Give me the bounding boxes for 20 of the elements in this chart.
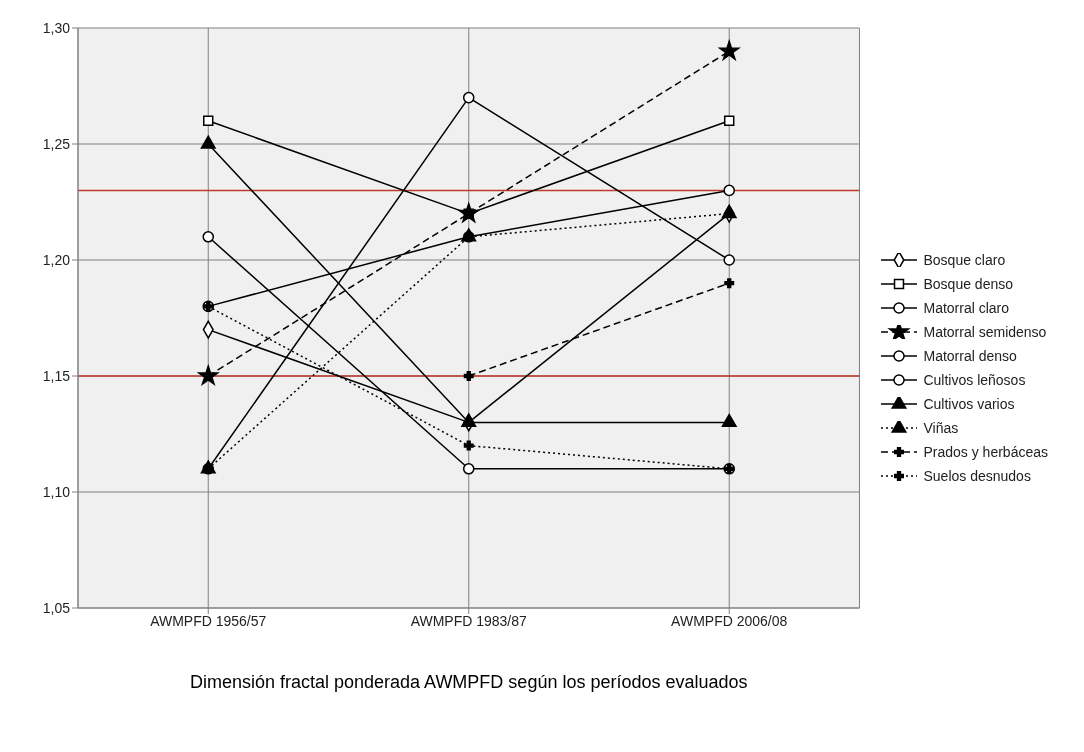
legend-label: Cultivos leñosos [923, 372, 1026, 388]
y-tick-label: 1,20 [42, 251, 71, 268]
legend-label: Matorral semidenso [923, 324, 1047, 340]
x-tick-label: AWMPFD 1983/87 [410, 612, 528, 629]
y-tick-label: 1,10 [42, 483, 71, 500]
legend-label: Viñas [923, 420, 959, 436]
y-tick-label: 1,05 [42, 599, 71, 616]
legend-label: Prados y herbáceas [923, 444, 1048, 460]
legend-label: Bosque denso [923, 276, 1013, 292]
legend-label: Matorral claro [923, 300, 1010, 316]
legend-label: Suelos desnudos [923, 468, 1031, 484]
y-tick-label: 1,15 [42, 367, 71, 384]
x-tick-label: AWMPFD 1956/57 [150, 612, 267, 629]
legend-label: Cultivos varios [923, 396, 1015, 412]
legend-label: Matorral denso [923, 348, 1017, 364]
y-tick-label: 1,25 [42, 135, 71, 152]
legend-label: Bosque claro [923, 252, 1006, 268]
x-axis-title: Dimensión fractal ponderada AWMPFD según los períodos evaluados [189, 672, 748, 692]
y-tick-label: 1,30 [42, 19, 71, 36]
x-tick-label: AWMPFD 2006/08 [671, 612, 788, 629]
